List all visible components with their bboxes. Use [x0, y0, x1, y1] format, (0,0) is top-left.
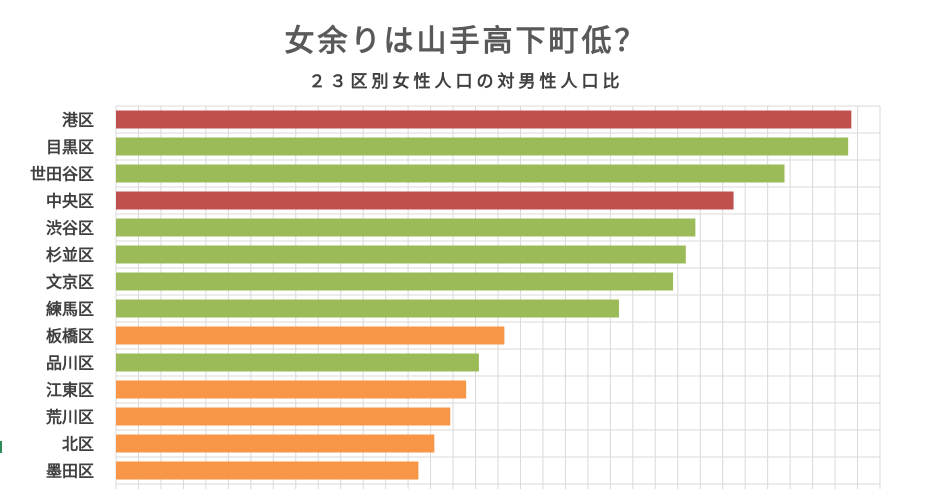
category-label: 練馬区 — [46, 300, 94, 319]
category-label: 世田谷区 — [30, 165, 94, 184]
bar-11 — [116, 380, 467, 399]
bar-1 — [116, 110, 852, 129]
chart-subtitle: ２３区別女性人口の対男性人口比 — [308, 72, 624, 92]
category-label: 北区 — [62, 435, 94, 454]
category-label: 荒川区 — [45, 408, 94, 427]
bar-7 — [116, 272, 674, 291]
category-label: 港区 — [62, 111, 94, 130]
bar-13 — [116, 434, 435, 453]
bar-12 — [116, 407, 451, 426]
category-label: 杉並区 — [46, 246, 94, 265]
bar-5 — [116, 218, 696, 237]
bar-4 — [116, 191, 734, 210]
bar-10 — [116, 353, 479, 372]
category-label: 板橋区 — [46, 327, 94, 346]
bar-8 — [116, 299, 619, 318]
category-label: 江東区 — [46, 381, 94, 400]
category-label: 中央区 — [46, 192, 94, 211]
bar-2 — [116, 137, 849, 156]
category-label: 目黒区 — [46, 138, 94, 157]
chart-title: 女余りは山手高下町低？ — [284, 24, 648, 59]
category-label: 墨田区 — [46, 462, 94, 481]
gridlines — [115, 105, 881, 489]
bar-6 — [116, 245, 686, 264]
bar-9 — [116, 326, 505, 345]
category-label: 品川区 — [46, 354, 94, 373]
edge-marker — [0, 441, 2, 453]
category-label: 文京区 — [46, 273, 94, 292]
category-label: 渋谷区 — [46, 219, 94, 238]
bar-3 — [116, 164, 785, 183]
bars — [116, 110, 852, 480]
category-labels: 港区目黒区世田谷区中央区渋谷区杉並区文京区練馬区板橋区品川区江東区荒川区北区墨田… — [30, 111, 94, 481]
bar-14 — [116, 461, 419, 480]
